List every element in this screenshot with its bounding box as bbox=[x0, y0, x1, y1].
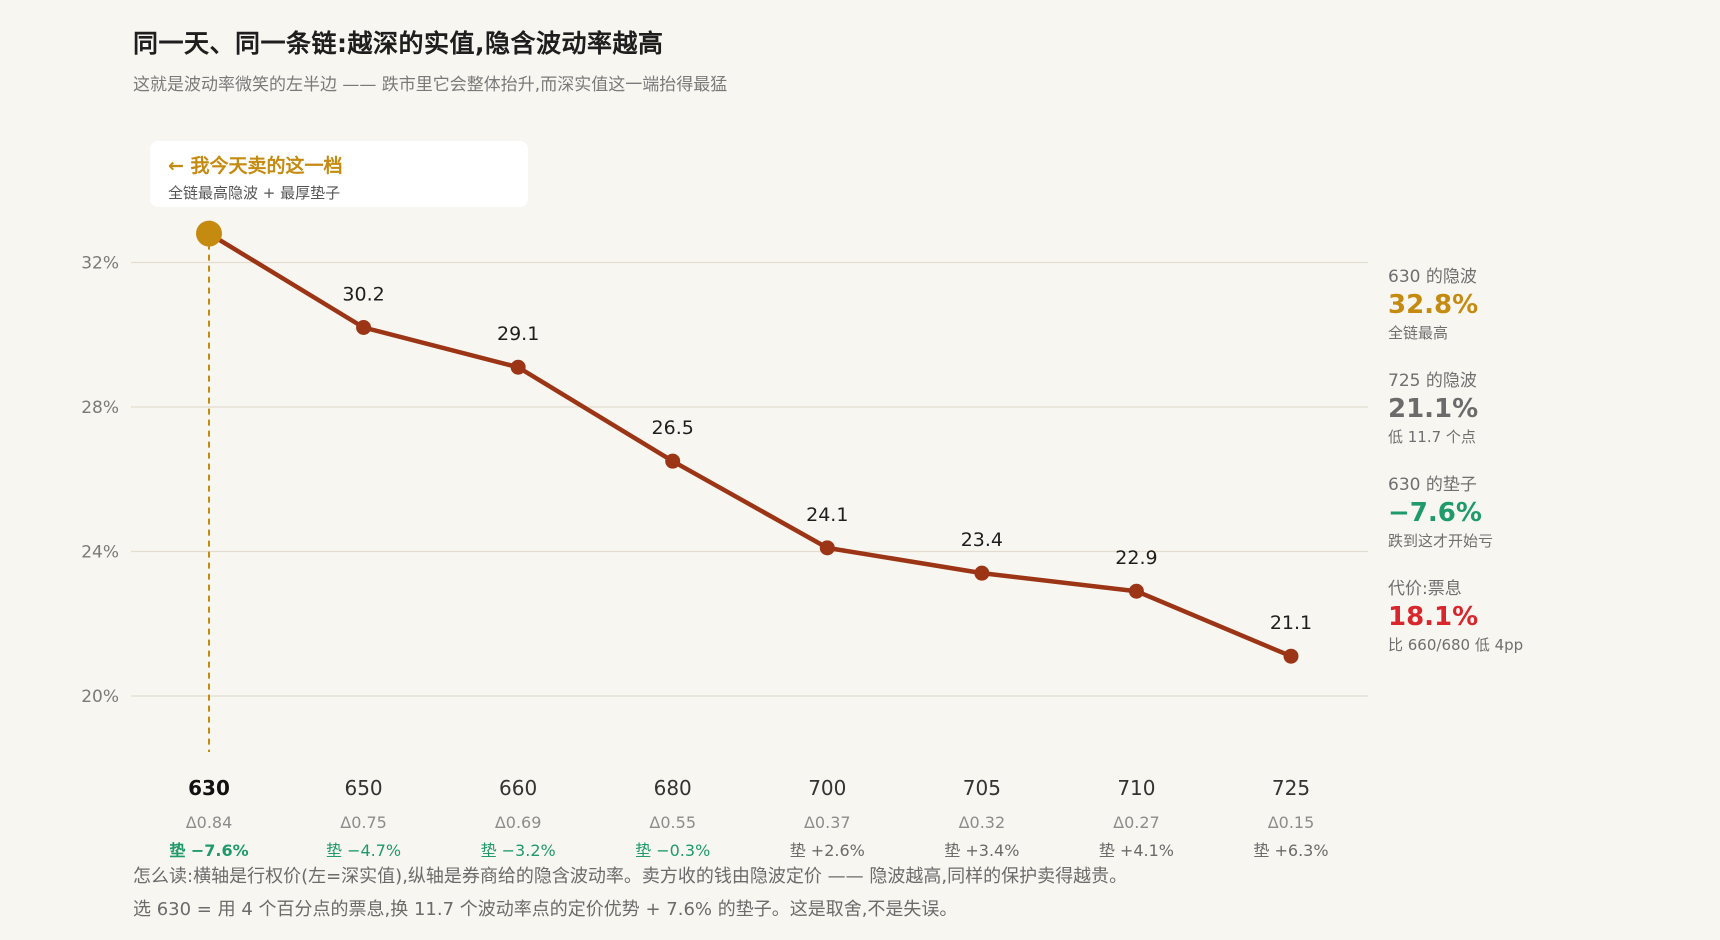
data-point bbox=[356, 320, 372, 335]
x-cushion-label: 垫 −4.7% bbox=[326, 841, 401, 860]
chart-title: 同一天、同一条链:越深的实值,隐含波动率越高 bbox=[133, 29, 664, 58]
data-point bbox=[510, 359, 526, 375]
x-delta-label: Δ0.84 bbox=[186, 813, 233, 832]
x-cushion-label: 垫 +6.3% bbox=[1253, 841, 1328, 860]
stat-note: 比 660/680 低 4pp bbox=[1388, 636, 1524, 654]
stat-note: 跌到这才开始亏 bbox=[1388, 532, 1494, 550]
stat-label: 代价:票息 bbox=[1388, 579, 1462, 599]
x-tick-label: 700 bbox=[808, 776, 846, 800]
x-delta-label: Δ0.55 bbox=[649, 813, 696, 832]
x-tick-label: 680 bbox=[654, 776, 692, 800]
x-cushion-label: 垫 +4.1% bbox=[1099, 841, 1174, 860]
x-tick-label: 710 bbox=[1117, 776, 1155, 800]
y-tick-label: 28% bbox=[81, 398, 119, 418]
x-delta-label: Δ0.27 bbox=[1113, 813, 1160, 832]
y-tick-label: 24% bbox=[81, 542, 119, 562]
footnote-how-to-read: 怎么读:横轴是行权价(左=深实值),纵轴是券商给的隐含波动率。卖方收的钱由隐波定… bbox=[133, 866, 1128, 887]
data-label: 21.1 bbox=[1270, 612, 1312, 634]
x-cushion-label: 垫 +3.4% bbox=[944, 841, 1019, 860]
stat-note: 低 11.7 个点 bbox=[1388, 428, 1476, 446]
data-point bbox=[665, 453, 681, 469]
data-point-highlight bbox=[196, 220, 222, 247]
x-cushion-label: 垫 −3.2% bbox=[481, 841, 556, 860]
series-line-iv bbox=[206, 231, 1294, 659]
stat-value: 21.1% bbox=[1388, 394, 1479, 424]
stat-value: 32.8% bbox=[1388, 290, 1479, 320]
footnote-tradeoff: 选 630 = 用 4 个百分点的票息,换 11.7 个波动率点的定价优势 + … bbox=[133, 899, 958, 920]
data-label: 30.2 bbox=[342, 284, 384, 306]
x-tick-label: 705 bbox=[963, 776, 1001, 800]
x-delta-label: Δ0.15 bbox=[1268, 813, 1315, 832]
x-delta-label: Δ0.69 bbox=[495, 813, 542, 832]
data-label: 26.5 bbox=[652, 417, 694, 439]
x-tick-label: 650 bbox=[344, 776, 382, 800]
y-tick-label: 20% bbox=[81, 687, 119, 707]
stat-value: −7.6% bbox=[1388, 498, 1482, 528]
x-delta-label: Δ0.75 bbox=[340, 813, 387, 832]
data-label: 22.9 bbox=[1115, 547, 1157, 569]
stat-note: 全链最高 bbox=[1388, 324, 1449, 342]
stat-block-630-cushion: 630 的垫子 −7.6% 跌到这才开始亏 bbox=[1388, 474, 1493, 552]
stat-value: 18.1% bbox=[1388, 602, 1479, 632]
selected-strike-callout: ← 我今天卖的这一档 全链最高隐波 + 最厚垫子 bbox=[150, 141, 528, 207]
chart-subtitle: 这就是波动率微笑的左半边 —— 跌市里它会整体抬升,而深实值这一端抬得最猛 bbox=[133, 75, 728, 95]
data-point bbox=[1128, 583, 1144, 599]
x-tick-label: 660 bbox=[499, 776, 537, 800]
stat-label: 725 的隐波 bbox=[1388, 371, 1477, 391]
stat-block-630-iv: 630 的隐波 32.8% 全链最高 bbox=[1388, 266, 1478, 344]
x-delta-label: Δ0.37 bbox=[804, 813, 851, 832]
callout-subtext: 全链最高隐波 + 最厚垫子 bbox=[168, 184, 341, 202]
x-cushion-label: 垫 −0.3% bbox=[635, 841, 710, 860]
data-point bbox=[1283, 648, 1299, 664]
x-tick-label: 725 bbox=[1272, 776, 1310, 800]
stat-block-725-iv: 725 的隐波 21.1% 低 11.7 个点 bbox=[1388, 370, 1478, 448]
x-cushion-label: 垫 +2.6% bbox=[790, 841, 865, 860]
x-cushion-label: 垫 −7.6% bbox=[169, 841, 248, 860]
stat-block-coupon-cost: 代价:票息 18.1% 比 660/680 低 4pp bbox=[1388, 578, 1523, 656]
data-label: 24.1 bbox=[806, 504, 848, 526]
stat-label: 630 的垫子 bbox=[1388, 475, 1477, 495]
stat-label: 630 的隐波 bbox=[1388, 267, 1477, 287]
data-point bbox=[819, 540, 835, 556]
data-label: 29.1 bbox=[497, 323, 539, 345]
callout-heading: ← 我今天卖的这一档 bbox=[168, 155, 343, 177]
x-delta-label: Δ0.32 bbox=[959, 813, 1006, 832]
data-label: 23.4 bbox=[961, 529, 1003, 551]
y-tick-label: 32% bbox=[81, 253, 119, 273]
x-tick-label: 630 bbox=[188, 776, 230, 800]
data-point bbox=[974, 565, 990, 581]
